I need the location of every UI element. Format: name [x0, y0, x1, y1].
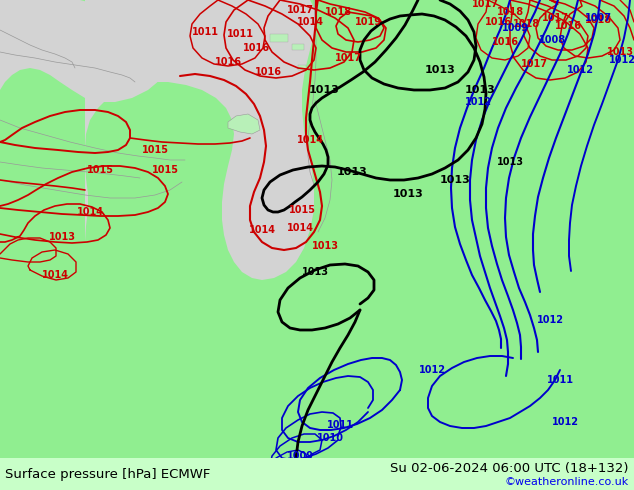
Text: 1016: 1016	[254, 67, 281, 77]
Text: 1015: 1015	[141, 145, 169, 155]
Polygon shape	[228, 114, 260, 134]
Text: 1013: 1013	[337, 167, 367, 177]
Text: 1013: 1013	[496, 157, 524, 167]
Text: 1014: 1014	[41, 270, 68, 280]
Text: 1012: 1012	[609, 55, 634, 65]
Text: 1009: 1009	[501, 23, 529, 33]
Text: 1013: 1013	[302, 267, 328, 277]
Text: 1006: 1006	[281, 463, 309, 473]
Text: 1015: 1015	[86, 165, 113, 175]
Text: 1008: 1008	[538, 35, 566, 45]
Text: 1016: 1016	[491, 37, 519, 47]
Text: 1018: 1018	[496, 7, 524, 17]
Text: 1013: 1013	[465, 85, 495, 95]
Bar	[0, 458, 634, 490]
Text: 1013: 1013	[309, 85, 339, 95]
Text: 1013: 1013	[311, 241, 339, 251]
Polygon shape	[298, 65, 306, 70]
Text: 1016: 1016	[242, 43, 269, 53]
Text: 1014: 1014	[297, 17, 323, 27]
Text: 1012: 1012	[465, 97, 491, 107]
Text: 1012: 1012	[567, 65, 593, 75]
Text: 1007: 1007	[585, 13, 612, 23]
Text: 1017: 1017	[287, 5, 313, 15]
Text: 1018: 1018	[512, 19, 540, 29]
Text: 1017: 1017	[472, 0, 498, 9]
Text: 1013: 1013	[48, 232, 75, 242]
Text: 1013: 1013	[607, 47, 633, 57]
Polygon shape	[0, 0, 170, 102]
Text: 1009: 1009	[287, 451, 313, 461]
Text: 1012: 1012	[418, 365, 446, 375]
Text: 1011: 1011	[226, 29, 254, 39]
Text: 1017: 1017	[521, 59, 548, 69]
Text: 1013: 1013	[425, 65, 455, 75]
Text: 1015: 1015	[152, 165, 179, 175]
Text: 1007: 1007	[269, 475, 295, 485]
Text: Surface pressure [hPa] ECMWF: Surface pressure [hPa] ECMWF	[5, 467, 210, 481]
Text: 1012: 1012	[552, 417, 578, 427]
Text: 1019: 1019	[354, 17, 382, 27]
Polygon shape	[270, 34, 288, 42]
Text: 1016: 1016	[484, 17, 512, 27]
Text: ©weatheronline.co.uk: ©weatheronline.co.uk	[505, 477, 629, 487]
Text: 1014: 1014	[287, 223, 313, 233]
Text: 1013: 1013	[392, 189, 424, 199]
Text: 1011: 1011	[547, 375, 574, 385]
Text: 1014: 1014	[297, 135, 323, 145]
Text: 1011: 1011	[191, 27, 219, 37]
Text: Su 02-06-2024 06:00 UTC (18+132): Su 02-06-2024 06:00 UTC (18+132)	[391, 462, 629, 474]
Text: 1016: 1016	[555, 21, 581, 31]
Text: 1011: 1011	[327, 420, 354, 430]
Polygon shape	[292, 44, 304, 50]
Text: 1018: 1018	[325, 7, 352, 17]
Text: 1017: 1017	[335, 53, 361, 63]
Text: 1016: 1016	[214, 57, 242, 67]
Text: 1010: 1010	[316, 433, 344, 443]
Text: 1014: 1014	[249, 225, 276, 235]
Text: 1015: 1015	[288, 205, 316, 215]
Text: 1014: 1014	[77, 207, 103, 217]
Text: 1012: 1012	[536, 315, 564, 325]
Text: 1018: 1018	[585, 15, 612, 25]
Polygon shape	[85, 0, 315, 280]
Text: 1013: 1013	[439, 175, 470, 185]
Text: 1017: 1017	[541, 13, 569, 23]
